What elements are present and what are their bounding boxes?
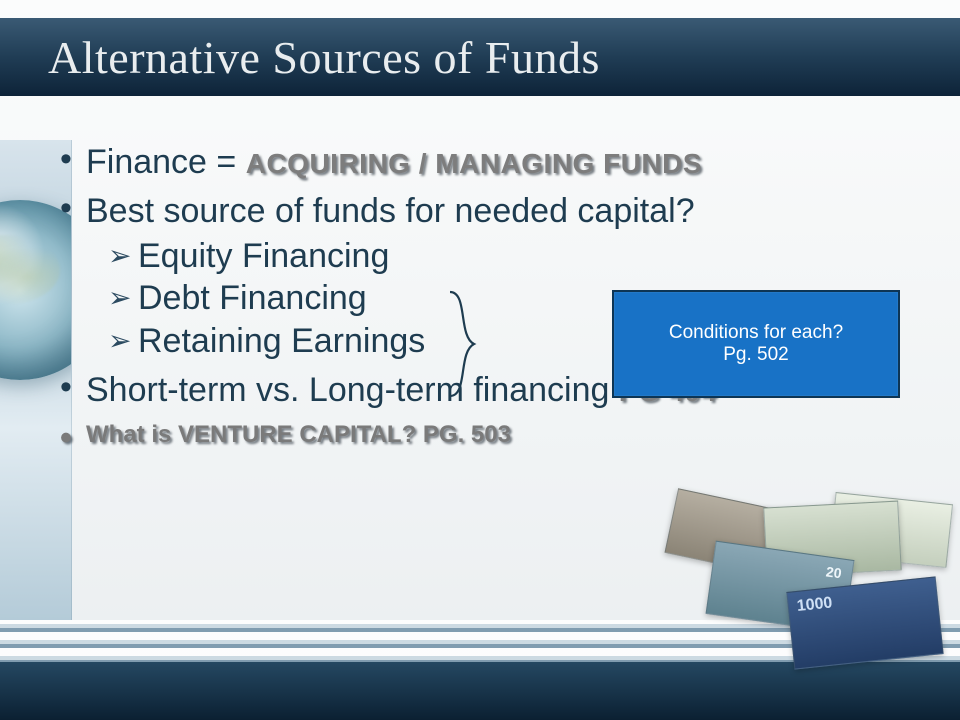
bullet-dot-icon: • bbox=[60, 370, 86, 404]
bullet-text: What is VENTURE CAPITAL? PG. 503 bbox=[86, 421, 511, 449]
bullet-finance: • Finance = ACQUIRING / MANAGING FUNDS bbox=[60, 142, 930, 183]
bullet-text: Equity Financing bbox=[138, 236, 389, 277]
callout-line-1: Conditions for each? bbox=[669, 322, 843, 344]
bullet-text: Best source of funds for needed capital? bbox=[86, 191, 695, 232]
chevron-icon: ➢ bbox=[108, 278, 138, 318]
callout-line-2: Pg. 502 bbox=[723, 344, 789, 366]
text-fragment: Finance = bbox=[86, 143, 246, 181]
chevron-icon: ➢ bbox=[108, 321, 138, 361]
bullet-dot-icon: • bbox=[60, 142, 86, 176]
text-fragment: Short-term vs. Long-term financing bbox=[86, 371, 619, 409]
callout-box: Conditions for each? Pg. 502 bbox=[612, 290, 900, 398]
bullet-venture-capital: • What is VENTURE CAPITAL? PG. 503 bbox=[60, 421, 930, 455]
chevron-icon: ➢ bbox=[108, 236, 138, 276]
brace-icon bbox=[444, 290, 480, 398]
bullet-best-source: • Best source of funds for needed capita… bbox=[60, 191, 930, 232]
emphasis-text: ACQUIRING / MANAGING FUNDS bbox=[246, 148, 702, 179]
bullet-text: Retaining Earnings bbox=[138, 321, 425, 362]
bullet-text: Debt Financing bbox=[138, 278, 367, 319]
slide-title: Alternative Sources of Funds bbox=[0, 31, 600, 84]
bottom-dark-bar bbox=[0, 662, 960, 720]
slide: Alternative Sources of Funds Conditions … bbox=[0, 0, 960, 720]
bullet-dot-icon: • bbox=[60, 191, 86, 225]
bullet-text: Finance = ACQUIRING / MANAGING FUNDS bbox=[86, 142, 702, 183]
bullet-dot-icon: • bbox=[60, 421, 86, 455]
subbullet-equity: ➢ Equity Financing bbox=[108, 236, 930, 277]
title-bar: Alternative Sources of Funds bbox=[0, 18, 960, 96]
